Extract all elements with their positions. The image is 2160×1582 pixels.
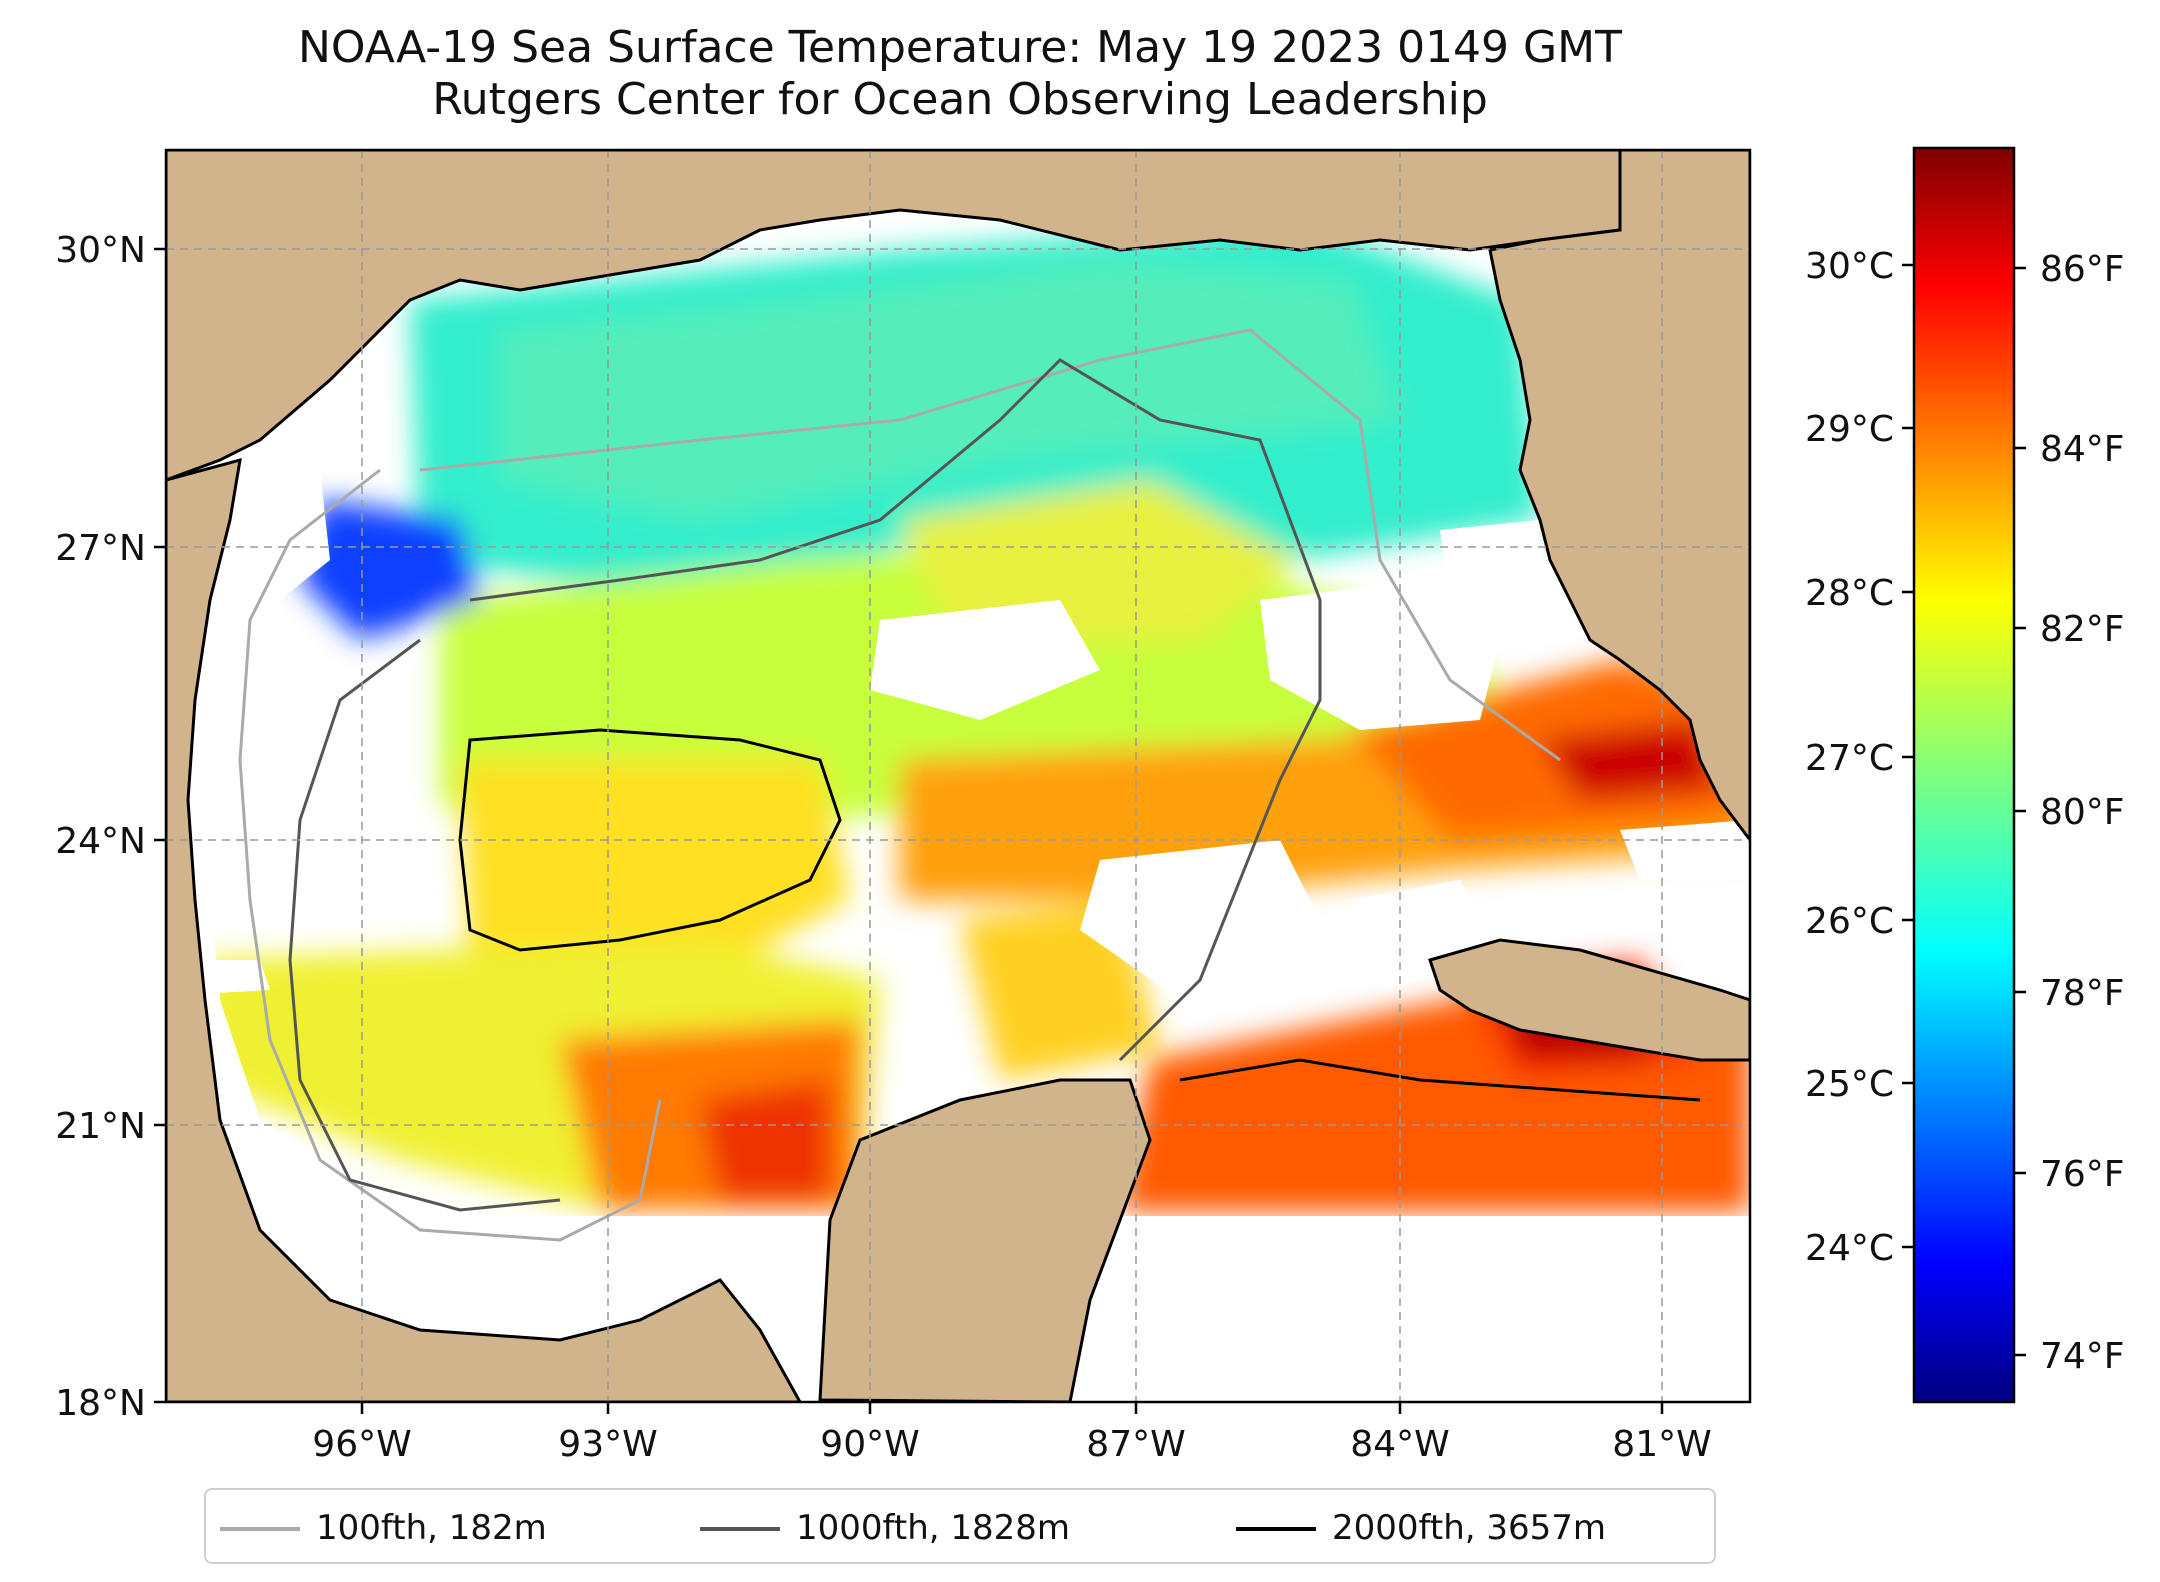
lon-label: 87°W — [1086, 1424, 1185, 1465]
colorbar-ticks — [1902, 263, 2026, 1357]
fahrenheit-label: 84°F — [2040, 429, 2125, 470]
celsius-labels: 30°C 29°C 28°C 27°C 26°C 25°C 24°C — [1805, 246, 1894, 1269]
title-line-2: Rutgers Center for Ocean Observing Leade… — [432, 74, 1488, 125]
fahrenheit-label: 86°F — [2040, 249, 2125, 290]
depth-contours — [238, 328, 1701, 1242]
contour-1000fth-west — [288, 638, 561, 1212]
celsius-label: 26°C — [1805, 901, 1894, 942]
lon-label: 93°W — [558, 1424, 657, 1465]
fahrenheit-label: 78°F — [2040, 973, 2125, 1014]
lon-label: 81°W — [1612, 1424, 1711, 1465]
fahrenheit-labels: 86°F 84°F 82°F 80°F 78°F 76°F 74°F — [2040, 249, 2125, 1377]
lat-label: 21°N — [55, 1106, 146, 1147]
fahrenheit-label: 74°F — [2040, 1336, 2125, 1377]
contour-100fth — [419, 328, 1561, 762]
axis-ticks — [154, 247, 1664, 1414]
latitude-labels: 18°N 21°N 24°N 27°N 30°N — [55, 230, 146, 1424]
celsius-label: 25°C — [1805, 1064, 1894, 1105]
legend-label: 100fth, 182m — [316, 1508, 547, 1548]
celsius-label: 30°C — [1805, 246, 1894, 287]
celsius-label: 29°C — [1805, 409, 1894, 450]
legend-swatch — [220, 1527, 300, 1531]
legend-label: 1000fth, 1828m — [796, 1508, 1071, 1548]
lat-label: 30°N — [55, 230, 146, 271]
fahrenheit-label: 82°F — [2040, 609, 2125, 650]
contour-2000fth-east — [1179, 1058, 1701, 1102]
contour-2000fth — [458, 728, 842, 952]
legend-label: 2000fth, 3657m — [1332, 1508, 1607, 1548]
lon-label: 90°W — [820, 1424, 919, 1465]
contour-1000fth — [469, 358, 1322, 1062]
longitude-labels: 96°W 93°W 90°W 87°W 84°W 81°W — [312, 1424, 1711, 1465]
colorbar: 30°C 29°C 28°C 27°C 26°C 25°C 24°C 86°F … — [1805, 146, 2125, 1404]
legend-swatch — [700, 1527, 780, 1531]
celsius-label: 27°C — [1805, 738, 1894, 779]
lat-label: 27°N — [55, 528, 146, 569]
fahrenheit-label: 76°F — [2040, 1154, 2125, 1195]
map-area — [166, 150, 1750, 1402]
lon-label: 96°W — [312, 1424, 411, 1465]
legend-swatch — [1236, 1527, 1316, 1531]
map-title: NOAA-19 Sea Surface Temperature: May 19 … — [0, 22, 1920, 126]
celsius-label: 24°C — [1805, 1228, 1894, 1269]
contour-legend: 100fth, 182m 1000fth, 1828m 2000fth, 365… — [204, 1488, 1716, 1564]
colorbar-gradient — [1912, 146, 2016, 1404]
lat-label: 18°N — [55, 1383, 146, 1424]
contour-100fth-west — [238, 468, 662, 1242]
land — [166, 150, 1750, 1402]
fahrenheit-label: 80°F — [2040, 792, 2125, 833]
celsius-label: 28°C — [1805, 573, 1894, 614]
map-frame — [164, 148, 1752, 1404]
gridlines — [166, 150, 1750, 1402]
sst-field — [200, 220, 1750, 1212]
title-line-1: NOAA-19 Sea Surface Temperature: May 19 … — [298, 22, 1622, 73]
lat-label: 24°N — [55, 821, 146, 862]
lon-label: 84°W — [1350, 1424, 1449, 1465]
